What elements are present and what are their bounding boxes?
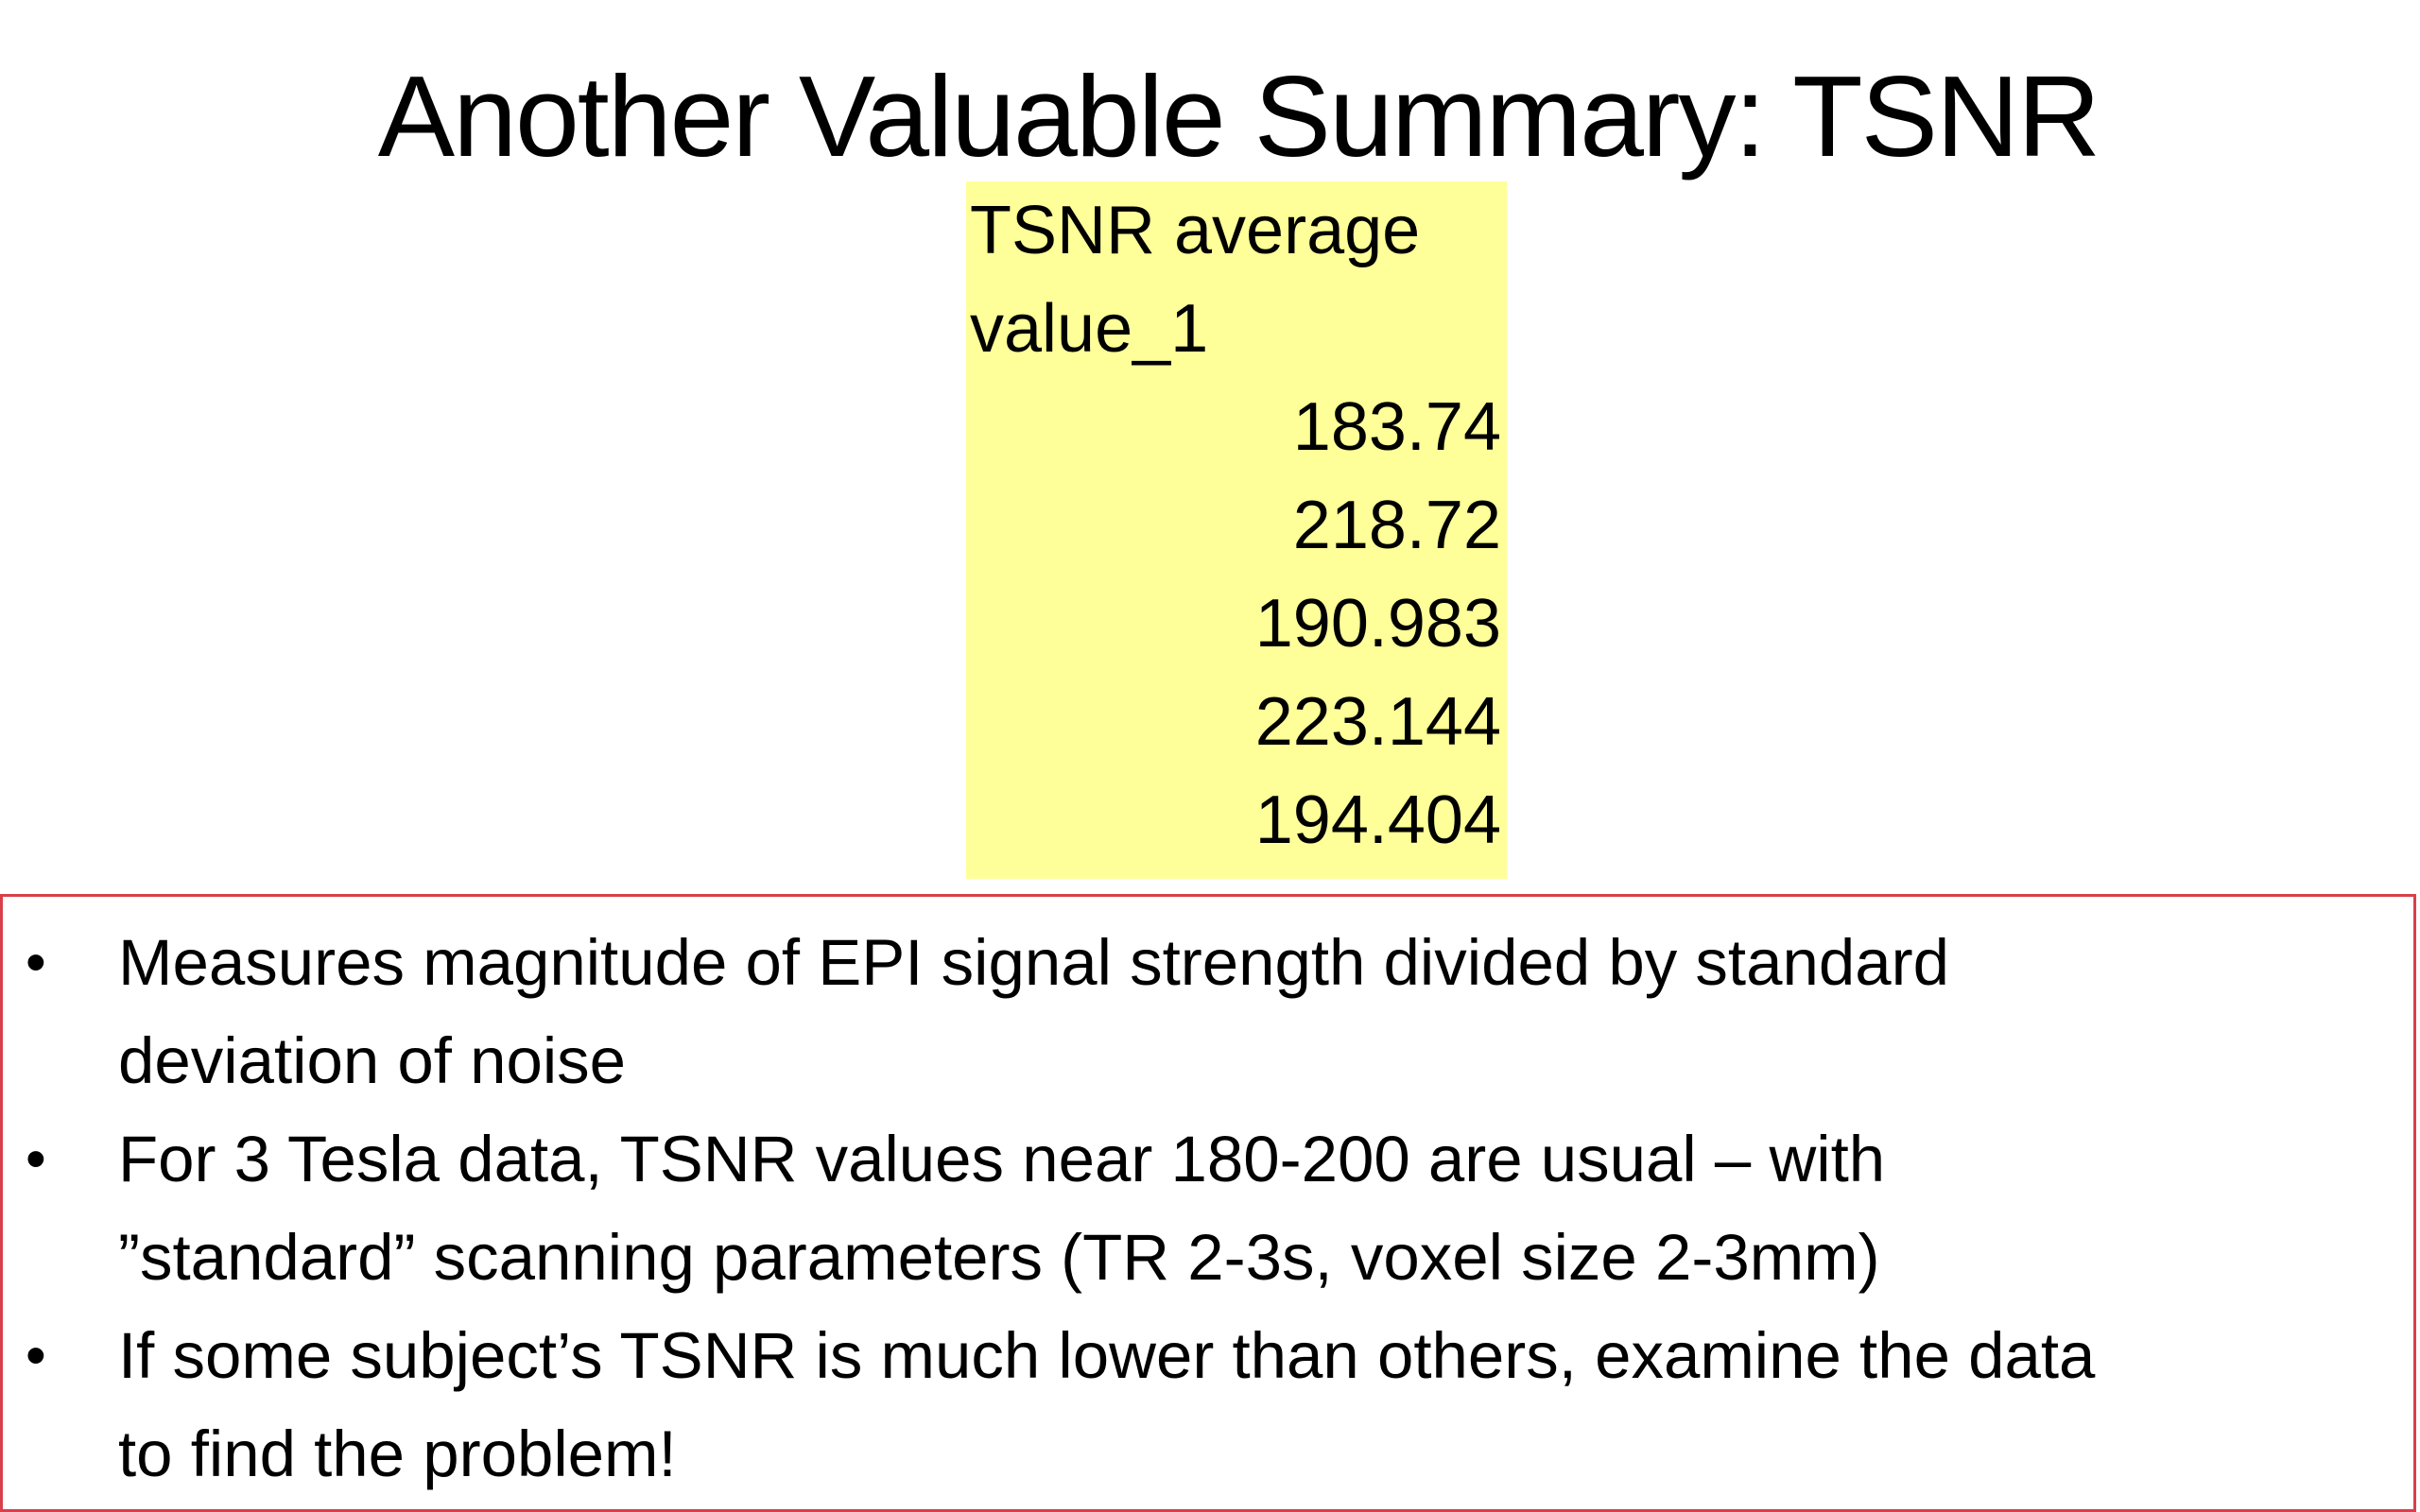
bullet-dot-icon: • — [26, 1126, 46, 1192]
table-header-line-1: TSNR average — [970, 193, 1421, 268]
bullet-line: to find the problem! — [118, 1418, 677, 1490]
table-cell-value: 218.72 — [1292, 488, 1501, 563]
bullet-dot-icon: • — [26, 1323, 46, 1388]
bullet-list-box: • Measures magnitude of EPI signal stren… — [0, 894, 2416, 1512]
bullet-text: For 3 Tesla data, TSNR values near 180-2… — [118, 1110, 2406, 1307]
tsnr-table: TSNR average value_1 183.74 218.72 190.9… — [966, 181, 1507, 879]
table-cell-value: 183.74 — [1292, 389, 1501, 465]
bullet-dot-icon: • — [26, 930, 46, 995]
table-cell-value: 223.144 — [1254, 684, 1501, 760]
bullet-line: For 3 Tesla data, TSNR values near 180-2… — [118, 1123, 1886, 1195]
table-header-line-2: value_1 — [970, 291, 1209, 367]
slide-title: Another Valuable Summary: TSNR — [377, 52, 2101, 180]
bullet-text: If some subject’s TSNR is much lower tha… — [118, 1307, 2406, 1503]
bullet-line: Measures magnitude of EPI signal strengt… — [118, 926, 1949, 999]
bullet-line: deviation of noise — [118, 1024, 627, 1097]
bullet-text: Measures magnitude of EPI signal strengt… — [118, 914, 2406, 1110]
bullet-line: ”standard” scanning parameters (TR 2-3s,… — [118, 1221, 1880, 1294]
table-cell-value: 190.983 — [1254, 586, 1501, 662]
table-cell-value: 194.404 — [1254, 782, 1501, 858]
bullet-line: If some subject’s TSNR is much lower tha… — [118, 1319, 2096, 1392]
